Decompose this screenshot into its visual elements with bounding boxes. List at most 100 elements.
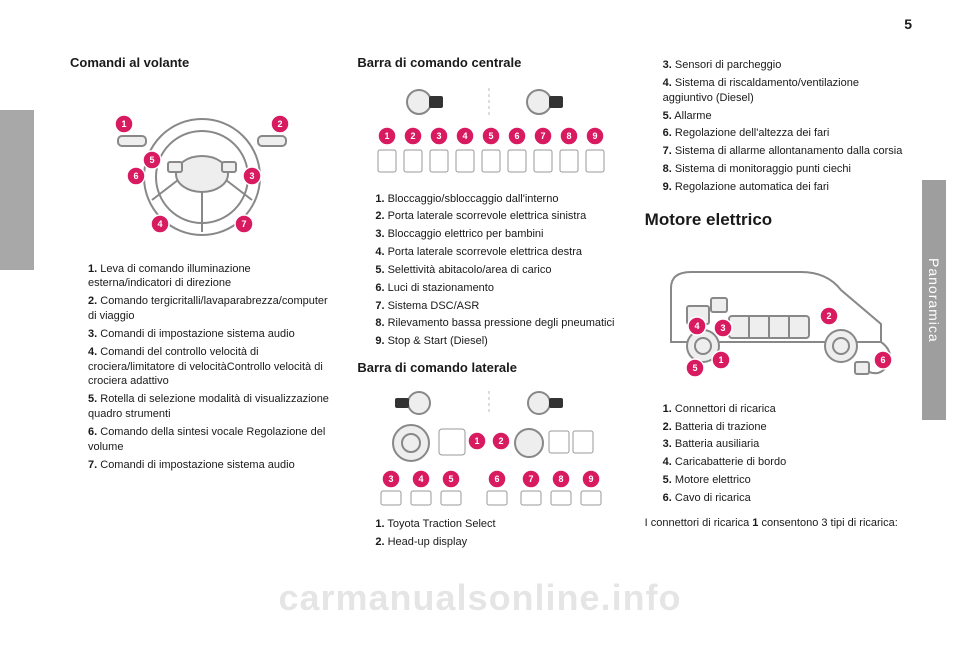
svg-text:4: 4 — [157, 219, 162, 229]
list-text: Bloccaggio elettrico per bambini — [388, 228, 544, 240]
list-item: 3. Batteria ausiliaria — [663, 437, 908, 452]
svg-text:4: 4 — [418, 474, 423, 484]
list-num: 2. — [375, 536, 384, 548]
list-item: 2. Batteria di trazione — [663, 420, 908, 435]
col3-list-top: 3. Sensori di parcheggio 4. Sistema di r… — [645, 58, 908, 195]
col1-list: 1. Leva di comando illuminazione esterna… — [70, 262, 333, 473]
list-item: 3. Comandi di impostazione sistema audio — [88, 327, 333, 342]
svg-text:3: 3 — [388, 474, 393, 484]
list-item: 1. Leva di comando illuminazione esterna… — [88, 262, 333, 292]
callout-2: 2 — [271, 115, 289, 133]
svg-text:2: 2 — [277, 119, 282, 129]
list-num: 3. — [663, 438, 672, 450]
list-item: 4. Sistema di riscaldamento/ventilazione… — [663, 76, 908, 106]
callout-7: 7 — [235, 215, 253, 233]
column-1: Comandi al volante 1 2 5 6 3 4 7 — [70, 54, 333, 629]
svg-text:8: 8 — [558, 474, 563, 484]
list-text: Batteria ausiliaria — [675, 438, 759, 450]
svg-text:5: 5 — [149, 155, 154, 165]
list-num: 7. — [663, 145, 672, 157]
list-text: Comando della sintesi vocale Regolazione… — [88, 426, 325, 453]
list-item: 4. Porta laterale scorrevole elettrica d… — [375, 245, 620, 260]
col2-heading-a: Barra di comando centrale — [357, 54, 620, 72]
page-number: 5 — [904, 16, 912, 32]
column-3: 3. Sensori di parcheggio 4. Sistema di r… — [645, 54, 908, 629]
list-item: 2. Porta laterale scorrevole elettrica s… — [375, 209, 620, 224]
list-text: Sistema di allarme allontanamento dalla … — [675, 145, 902, 157]
svg-text:6: 6 — [494, 474, 499, 484]
svg-text:1: 1 — [719, 355, 724, 365]
list-num: 8. — [375, 317, 384, 329]
list-num: 7. — [375, 300, 384, 312]
list-num: 4. — [375, 246, 384, 258]
svg-text:1: 1 — [121, 119, 126, 129]
central-control-bar-diagram: 1 2 3 4 5 6 7 8 9 — [369, 82, 609, 182]
list-text: Allarme — [674, 110, 711, 122]
list-text: Batteria di trazione — [675, 421, 767, 433]
list-num: 6. — [663, 127, 672, 139]
list-num: 6. — [663, 492, 672, 504]
list-num: 2. — [375, 210, 384, 222]
svg-text:5: 5 — [488, 131, 493, 141]
list-text: Luci di stazionamento — [388, 282, 494, 294]
list-item: 7. Sistema DSC/ASR — [375, 299, 620, 314]
list-num: 7. — [88, 459, 97, 471]
list-item: 8. Sistema di monitoraggio punti ciechi — [663, 162, 908, 177]
callout-3: 3 — [243, 167, 261, 185]
col2-heading-b: Barra di comando laterale — [357, 359, 620, 377]
list-num: 2. — [88, 295, 97, 307]
list-num: 9. — [375, 335, 384, 347]
svg-text:1: 1 — [474, 436, 479, 446]
list-num: 5. — [663, 474, 672, 486]
list-item: 4. Comandi del controllo velocità di cro… — [88, 345, 333, 390]
svg-text:7: 7 — [540, 131, 545, 141]
svg-text:6: 6 — [514, 131, 519, 141]
col2-list-b: 1. Toyota Traction Select 2. Head-up dis… — [357, 517, 620, 550]
list-text: Rotella di selezione modalità di visuali… — [88, 393, 329, 420]
svg-text:2: 2 — [827, 311, 832, 321]
list-num: 6. — [375, 282, 384, 294]
list-num: 9. — [663, 181, 672, 193]
list-num: 1. — [375, 193, 384, 205]
list-text: Regolazione dell'altezza dei fari — [675, 127, 829, 139]
icon-row — [378, 150, 604, 172]
list-item: 3. Bloccaggio elettrico per bambini — [375, 227, 620, 242]
list-text: Rilevamento bassa pressione degli pneuma… — [388, 317, 615, 329]
list-text: Head-up display — [388, 536, 468, 548]
list-num: 3. — [375, 228, 384, 240]
list-num: 8. — [663, 163, 672, 175]
svg-text:1: 1 — [384, 131, 389, 141]
svg-text:9: 9 — [588, 474, 593, 484]
list-text: Sensori di parcheggio — [675, 59, 781, 71]
list-item: 7. Comandi di impostazione sistema audio — [88, 458, 333, 473]
list-item: 2. Comando tergicritalli/lavaparabrezza/… — [88, 294, 333, 324]
list-text: Porta laterale scorrevole elettrica sini… — [388, 210, 587, 222]
svg-text:8: 8 — [566, 131, 571, 141]
left-grey-bar — [0, 110, 34, 270]
col1-heading: Comandi al volante — [70, 54, 333, 72]
steering-wheel-diagram: 1 2 5 6 3 4 7 — [82, 82, 322, 252]
svg-text:7: 7 — [528, 474, 533, 484]
list-text: Sistema di monitoraggio punti ciechi — [675, 163, 851, 175]
list-num: 5. — [375, 264, 384, 276]
svg-text:2: 2 — [498, 436, 503, 446]
list-text: Toyota Traction Select — [387, 518, 495, 530]
list-num: 1. — [663, 403, 672, 415]
list-item: 1. Toyota Traction Select — [375, 517, 620, 532]
svg-text:3: 3 — [721, 323, 726, 333]
list-item: 9. Regolazione automatica dei fari — [663, 180, 908, 195]
list-item: 3. Sensori di parcheggio — [663, 58, 908, 73]
footnote-text-a: I connettori di ricarica — [645, 517, 753, 529]
list-text: Selettività abitacolo/area di carico — [388, 264, 552, 276]
list-text: Connettori di ricarica — [675, 403, 776, 415]
svg-text:6: 6 — [133, 171, 138, 181]
list-text: Comandi del controllo velocità di crocie… — [88, 346, 323, 388]
section-side-tab: Panoramica — [922, 180, 946, 420]
svg-text:4: 4 — [462, 131, 467, 141]
footnote-text-c: consentono 3 tipi di ricarica: — [758, 517, 897, 529]
list-item: 1. Connettori di ricarica — [663, 402, 908, 417]
column-2: Barra di comando centrale 1 2 3 4 5 6 7 — [357, 54, 620, 629]
electric-motor-diagram: 4 3 2 1 5 6 — [651, 242, 901, 392]
list-text: Sistema DSC/ASR — [388, 300, 480, 312]
list-num: 1. — [88, 263, 97, 275]
